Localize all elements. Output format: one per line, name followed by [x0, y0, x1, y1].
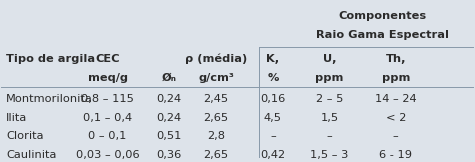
Text: –: –	[393, 131, 399, 141]
Text: 6 - 19: 6 - 19	[379, 150, 412, 160]
Text: –: –	[270, 131, 276, 141]
Text: U,: U,	[323, 54, 336, 64]
Text: 0,1 – 0,4: 0,1 – 0,4	[83, 113, 132, 123]
Text: –: –	[327, 131, 332, 141]
Text: %: %	[267, 73, 279, 83]
Text: ppm: ppm	[315, 73, 344, 83]
Text: 0,24: 0,24	[156, 113, 181, 123]
Text: Caulinita: Caulinita	[6, 150, 57, 160]
Text: meq/g: meq/g	[88, 73, 128, 83]
Text: Raio Gama Espectral: Raio Gama Espectral	[316, 30, 449, 40]
Text: K,: K,	[266, 54, 279, 64]
Text: Montmorilonita: Montmorilonita	[6, 94, 93, 104]
Text: < 2: < 2	[386, 113, 406, 123]
Text: 0,36: 0,36	[156, 150, 181, 160]
Text: 0,8 – 115: 0,8 – 115	[81, 94, 134, 104]
Text: Th,: Th,	[385, 54, 406, 64]
Text: 1,5 – 3: 1,5 – 3	[310, 150, 349, 160]
Text: 0,16: 0,16	[260, 94, 285, 104]
Text: Componentes: Componentes	[339, 11, 427, 21]
Text: CEC: CEC	[95, 54, 120, 64]
Text: ρ (média): ρ (média)	[185, 53, 247, 64]
Text: 2,8: 2,8	[207, 131, 225, 141]
Text: g/cm³: g/cm³	[199, 73, 234, 83]
Text: Tipo de argila: Tipo de argila	[6, 54, 95, 64]
Text: 14 – 24: 14 – 24	[375, 94, 417, 104]
Text: 0,24: 0,24	[156, 94, 181, 104]
Text: 2,65: 2,65	[204, 150, 229, 160]
Text: Clorita: Clorita	[6, 131, 44, 141]
Text: 0,42: 0,42	[260, 150, 285, 160]
Text: ppm: ppm	[381, 73, 410, 83]
Text: Ilita: Ilita	[6, 113, 28, 123]
Text: 0,03 – 0,06: 0,03 – 0,06	[76, 150, 140, 160]
Text: 2 – 5: 2 – 5	[316, 94, 343, 104]
Text: 0 – 0,1: 0 – 0,1	[88, 131, 127, 141]
Text: 2,65: 2,65	[204, 113, 229, 123]
Text: 4,5: 4,5	[264, 113, 282, 123]
Text: 2,45: 2,45	[204, 94, 229, 104]
Text: 0,51: 0,51	[156, 131, 182, 141]
Text: 1,5: 1,5	[321, 113, 339, 123]
Text: Øₙ: Øₙ	[162, 73, 177, 83]
